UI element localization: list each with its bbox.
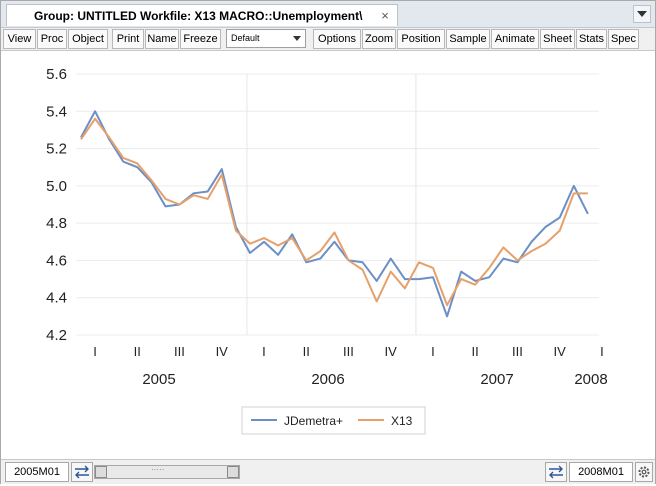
legend-label: JDemetra+	[284, 414, 343, 428]
close-icon[interactable]: ×	[381, 8, 389, 23]
sample-button[interactable]: Sample	[446, 29, 490, 49]
chevron-down-icon[interactable]	[633, 5, 651, 23]
year-label: 2007	[480, 371, 513, 388]
graph-template-value: Default	[231, 33, 260, 43]
freeze-button[interactable]: Freeze	[180, 29, 221, 49]
sheet-button[interactable]: Sheet	[540, 29, 575, 49]
sample-swap-icon[interactable]	[71, 462, 93, 482]
y-tick-label: 4.4	[46, 290, 67, 307]
year-label: 2005	[142, 371, 175, 388]
name-button[interactable]: Name	[145, 29, 179, 49]
animate-button[interactable]: Animate	[491, 29, 539, 49]
year-label: 2008	[574, 371, 607, 388]
window-titlebar: Group: UNTITLED Workfile: X13 MACRO::Une…	[1, 1, 655, 28]
window-title: Group: UNTITLED Workfile: X13 MACRO::Une…	[34, 9, 363, 23]
options-button[interactable]: Options	[313, 29, 361, 49]
x-tick-label: I	[93, 344, 97, 359]
line-chart[interactable]: 5.6 5.4 5.2 5.0 4.8 4.6 4.4 4.2 I II III IV I II III IV…	[1, 51, 655, 457]
x-tick-label: I	[600, 344, 604, 359]
series-line-x13	[80, 117, 588, 307]
year-label: 2006	[311, 371, 344, 388]
x-tick-label: IV	[216, 344, 229, 359]
spec-button[interactable]: Spec	[608, 29, 639, 49]
window-tab[interactable]: Group: UNTITLED Workfile: X13 MACRO::Une…	[6, 4, 398, 26]
proc-button[interactable]: Proc	[37, 29, 67, 49]
stats-button[interactable]: Stats	[576, 29, 607, 49]
x-tick-label: III	[343, 344, 354, 359]
chart-svg: 5.65.45.25.04.84.64.44.2I II III IV I II III IV…	[46, 66, 608, 435]
sample-swap-end-icon[interactable]	[545, 462, 567, 482]
series-line-jdemetra	[80, 110, 589, 318]
x-tick-label: II	[303, 344, 310, 359]
sample-slider-start-handle[interactable]	[95, 466, 107, 478]
y-tick-label: 4.6	[46, 252, 67, 269]
object-button[interactable]: Object	[68, 29, 108, 49]
x-tick-label: III	[512, 344, 523, 359]
sample-slider-track[interactable]	[94, 465, 240, 479]
view-button[interactable]: View	[3, 29, 36, 49]
legend-box	[241, 406, 426, 435]
x-tick-label: II	[472, 344, 479, 359]
y-tick-label: 5.2	[46, 141, 67, 158]
legend-label: X13	[391, 414, 413, 428]
y-tick-label: 5.4	[46, 103, 67, 120]
status-bar: 2005M01 ····· 2008M01	[1, 459, 655, 484]
gear-icon[interactable]	[635, 462, 653, 482]
print-button[interactable]: Print	[112, 29, 144, 49]
x-tick-label: I	[262, 344, 266, 359]
toolbar: View Proc Object Print Name Freeze Defau…	[1, 28, 655, 51]
x-tick-label: IV	[553, 344, 566, 359]
y-tick-label: 5.0	[46, 178, 67, 195]
chevron-down-icon	[293, 36, 301, 41]
slider-grip-icon: ·····	[151, 465, 165, 474]
sample-end-label: 2008M01	[569, 462, 633, 482]
x-tick-label: II	[134, 344, 141, 359]
sample-start-label: 2005M01	[5, 462, 69, 482]
y-tick-label: 4.2	[46, 327, 67, 344]
graph-template-select[interactable]: Default	[226, 29, 306, 48]
y-tick-label: 4.8	[46, 215, 67, 232]
sample-slider-end-handle[interactable]	[227, 466, 239, 478]
position-button[interactable]: Position	[397, 29, 445, 49]
x-tick-label: IV	[385, 344, 398, 359]
y-tick-label: 5.6	[46, 66, 67, 83]
x-tick-label: I	[431, 344, 435, 359]
x-tick-label: III	[174, 344, 185, 359]
zoom-button[interactable]: Zoom	[362, 29, 396, 49]
